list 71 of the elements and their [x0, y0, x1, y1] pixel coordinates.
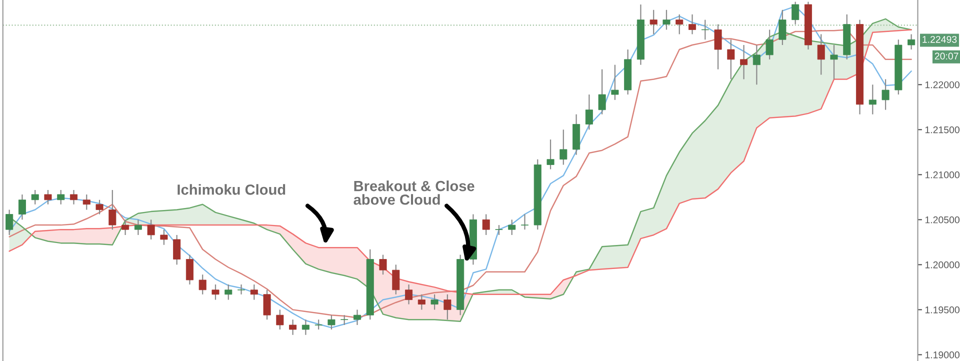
candlestick [792, 1, 800, 25]
candlestick [688, 14, 696, 35]
candlestick [328, 314, 336, 330]
candlestick [405, 284, 413, 305]
candlestick [302, 319, 310, 336]
candlestick [263, 289, 271, 320]
candlestick [430, 294, 438, 310]
candlestick [314, 319, 322, 330]
y-tick-label: 1.20500 [925, 216, 960, 224]
candlestick [57, 189, 65, 205]
candlestick [766, 29, 774, 60]
candlestick [108, 189, 116, 230]
candlestick [714, 24, 722, 70]
y-tick-label: 1.20000 [925, 261, 960, 268]
candlestick [740, 44, 748, 80]
candlestick [585, 94, 593, 130]
y-tick-label: 1.19000 [925, 351, 960, 358]
candlestick [379, 254, 387, 276]
candlestick [676, 14, 684, 35]
candlestick [18, 194, 26, 220]
candlestick [276, 309, 284, 330]
candlestick [160, 229, 168, 246]
y-tick-label: 1.22000 [925, 81, 960, 88]
candlestick [598, 68, 606, 115]
candlestick [238, 284, 246, 295]
candlestick [70, 189, 78, 205]
candlestick [546, 138, 554, 170]
candlestick [727, 39, 735, 80]
y-tick-label: 1.21500 [925, 126, 960, 134]
annotation: 1.22493 [922, 36, 957, 43]
candlestick [611, 64, 619, 100]
annotation: Breakout & Close above Cloud [354, 180, 474, 205]
candlestick [662, 9, 670, 30]
candlestick [44, 189, 52, 205]
candlestick [224, 284, 232, 300]
candlestick [908, 34, 916, 50]
candlestick [289, 319, 297, 336]
candlestick [418, 294, 426, 310]
candlestick [212, 284, 220, 300]
candlestick [868, 84, 876, 115]
candlestick [173, 234, 181, 266]
y-tick-label: 1.21000 [925, 171, 960, 178]
candlestick [250, 284, 258, 300]
candlestick [882, 78, 890, 110]
candlestick [830, 44, 838, 80]
candlestick [392, 264, 400, 295]
candlestick [444, 294, 452, 320]
candlestick [560, 129, 568, 166]
candlestick [752, 44, 760, 86]
candlestick [650, 9, 658, 35]
candlestick [778, 9, 786, 46]
candlestick [186, 254, 194, 286]
candlestick [817, 34, 825, 76]
candlestick [508, 219, 516, 236]
candlestick [482, 214, 490, 236]
candlestick [147, 219, 155, 240]
candlestick [6, 209, 14, 236]
candlestick [31, 189, 39, 205]
y-tick-label: 1.19500 [925, 306, 960, 314]
candlestick [96, 199, 104, 215]
candlestick [495, 224, 503, 236]
candlestick [122, 219, 130, 236]
candlestick [134, 219, 142, 236]
text: 20:07 [934, 52, 958, 60]
candlestick [353, 309, 361, 326]
candlestick [198, 274, 206, 295]
candlestick [340, 314, 348, 326]
candlestick [82, 194, 90, 210]
candlestick [701, 19, 709, 40]
candlestick [520, 214, 528, 230]
annotation: Ichimoku Cloud [178, 184, 286, 195]
